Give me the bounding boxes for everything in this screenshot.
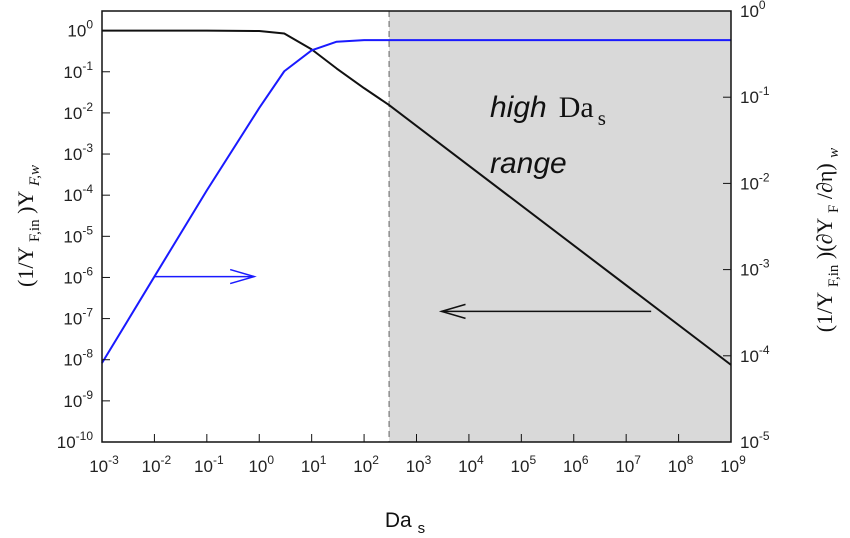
annotation-range: range <box>490 147 567 180</box>
x-tick-label: 100 <box>248 453 274 476</box>
svg-text:(1/Y F,in )Y: (1/Y F,in )Y F,w <box>13 165 44 287</box>
high-das-shaded-region <box>389 11 731 442</box>
y-left-tick-label: 10-2 <box>63 100 93 123</box>
x-tick-label: 10-1 <box>194 453 224 476</box>
x-tick-label: 105 <box>511 453 537 476</box>
y-left-tick-label: 10-1 <box>63 59 93 82</box>
y-right-label-p5: /∂η) <box>812 163 837 199</box>
x-tick-label: 106 <box>563 453 589 476</box>
y-left-label-p2: F,in <box>27 219 43 242</box>
y-left-label-p4: F,w <box>27 165 43 187</box>
x-ticks: 10-3 10-2 10-1 100 101 102 103 104 105 106 107 108 1… <box>89 434 746 476</box>
y-right-label-p2: F,in <box>826 264 842 287</box>
y-right-tick-label: 10-4 <box>740 343 770 366</box>
annotation-high: high <box>490 91 547 124</box>
y-left-tick-label: 10-8 <box>63 347 93 370</box>
x-tick-label: 101 <box>301 453 327 476</box>
y-left-tick-label: 10-5 <box>63 223 93 246</box>
x-tick-label: 103 <box>406 453 432 476</box>
x-tick-label: 109 <box>720 453 746 476</box>
arrow-left-head <box>438 303 466 320</box>
y-right-tick-label: 10-3 <box>740 257 770 280</box>
y-left-tick-label: 10-9 <box>63 388 93 411</box>
x-tick-label: 10-2 <box>142 453 172 476</box>
y-right-label-p3: )(∂Y <box>812 218 837 260</box>
x-tick-label: 104 <box>458 453 484 476</box>
annotation-layer: high Da s range <box>490 91 606 180</box>
y-left-tick-label: 10-7 <box>63 306 93 329</box>
y-right-axis-label: (1/Y F,in )(∂Y F /∂η) w <box>812 148 843 332</box>
y-left-axis-label: (1/Y F,in )Y F,w <box>13 165 44 287</box>
y-left-label-p3: )Y <box>13 191 38 214</box>
y-left-tick-label: 10-3 <box>63 141 93 164</box>
y-right-label-p1: (1/Y <box>812 292 837 332</box>
x-axis-label-main: Da <box>385 509 412 532</box>
x-tick-label: 108 <box>668 453 694 476</box>
y-right-ticks: 100 10-1 10-2 10-3 10-4 10-5 <box>723 0 770 452</box>
y-right-tick-label: 10-2 <box>740 170 770 193</box>
y-right-tick-label: 100 <box>740 0 766 21</box>
x-axis-label: Da s <box>385 509 425 537</box>
series-layer <box>101 29 732 366</box>
y-right-label-p6: w <box>826 148 842 158</box>
svg-text:(1/Y F,in )(∂Y: (1/Y F,in )(∂Y F /∂η) w <box>812 148 843 332</box>
x-tick-label: 107 <box>615 453 641 476</box>
x-tick-label: 10-3 <box>89 453 119 476</box>
x-axis-label-sub: s <box>418 520 426 537</box>
x-tick-label: 102 <box>353 453 379 476</box>
y-left-tick-label: 10-10 <box>57 429 94 452</box>
annotation-high-das: high Da s <box>490 91 606 130</box>
y-right-label-p4: F <box>826 205 842 213</box>
arrow-layer <box>154 268 652 320</box>
y-left-tick-label: 10-6 <box>63 264 93 287</box>
annotation-das: Da <box>559 91 594 124</box>
svg-text:Da s: Da s <box>385 509 425 537</box>
y-left-tick-label: 10-4 <box>63 182 93 205</box>
y-right-tick-label: 10-1 <box>740 84 770 107</box>
annotation-das-sub: s <box>598 106 606 130</box>
arrow-right-head <box>229 268 257 285</box>
y-left-tick-label: 100 <box>67 18 93 41</box>
y-right-tick-label: 10-5 <box>740 429 770 452</box>
y-left-label-p1: (1/Y <box>13 247 38 287</box>
series-line-2 <box>101 39 731 364</box>
y-left-ticks: 100 10-1 10-2 10-3 10-4 10-5 10-6 10-7 10-8 10-9 1… <box>57 18 110 452</box>
